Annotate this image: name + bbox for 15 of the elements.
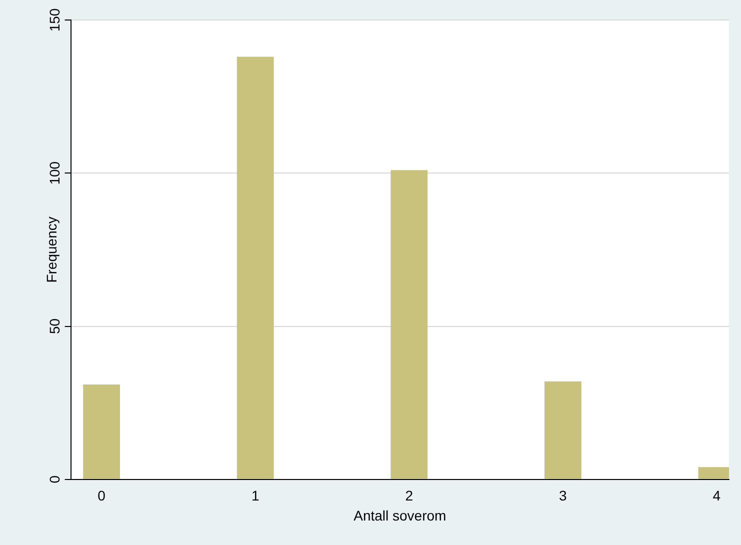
y-axis-title: Frequency: [43, 216, 60, 283]
y-tick-label: 150: [46, 8, 63, 32]
bar: [544, 381, 582, 479]
y-tick-label: 100: [46, 161, 63, 185]
bar: [83, 384, 120, 479]
y-tick-label: 0: [46, 475, 63, 484]
x-tick-label: 4: [712, 488, 721, 504]
x-tick-label: 3: [559, 488, 568, 504]
x-tick-label: 0: [98, 488, 106, 504]
x-tick-label: 1: [251, 488, 260, 504]
bar: [236, 56, 274, 479]
x-tick-label: 2: [405, 488, 414, 504]
y-tick-label: 50: [46, 318, 63, 334]
x-axis-title: Antall soverom: [354, 507, 446, 524]
bar: [390, 170, 428, 479]
